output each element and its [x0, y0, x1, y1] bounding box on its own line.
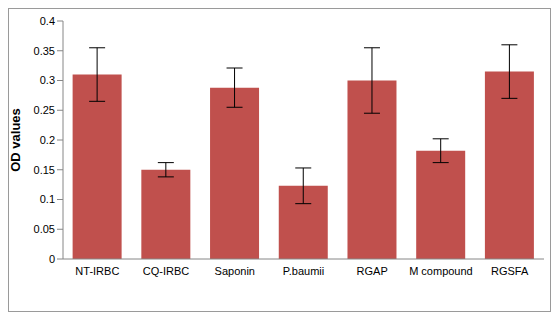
- svg-text:Saponin: Saponin: [215, 265, 255, 277]
- svg-text:0.05: 0.05: [34, 223, 55, 235]
- svg-text:RGSFA: RGSFA: [491, 265, 529, 277]
- svg-text:P.baumii: P.baumii: [283, 265, 324, 277]
- svg-text:0.25: 0.25: [34, 104, 55, 116]
- svg-text:CQ-IRBC: CQ-IRBC: [143, 265, 190, 277]
- svg-text:0.4: 0.4: [40, 15, 55, 27]
- svg-text:0.15: 0.15: [34, 164, 55, 176]
- svg-text:RGAP: RGAP: [357, 265, 388, 277]
- svg-text:0.3: 0.3: [40, 74, 55, 86]
- svg-text:0.1: 0.1: [40, 193, 55, 205]
- svg-text:0: 0: [49, 253, 55, 265]
- svg-text:0.35: 0.35: [34, 45, 55, 57]
- svg-text:NT-IRBC: NT-IRBC: [75, 265, 119, 277]
- svg-text:M compound: M compound: [409, 265, 473, 277]
- svg-text:0.2: 0.2: [40, 134, 55, 146]
- svg-text:OD values: OD values: [9, 108, 23, 172]
